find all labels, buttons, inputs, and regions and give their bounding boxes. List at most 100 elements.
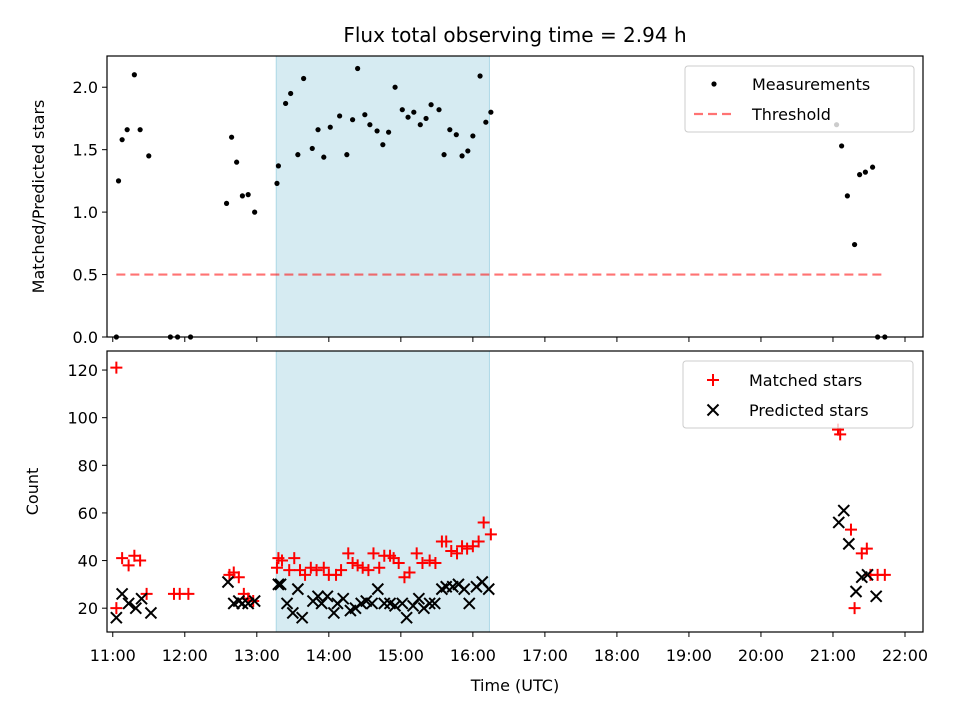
- bottom-ytick-label: 60: [78, 504, 98, 523]
- measurement-point: [321, 154, 327, 160]
- predicted-point: [849, 585, 863, 598]
- measurement-point: [411, 109, 417, 115]
- measurement-point: [483, 119, 489, 125]
- measurement-point: [436, 107, 442, 113]
- measurement-point: [428, 102, 434, 108]
- xtick-label: 14:00: [306, 646, 352, 665]
- measurement-point: [839, 143, 845, 149]
- measurement-point: [337, 113, 343, 119]
- measurement-point: [441, 152, 447, 158]
- matched-point: [335, 564, 348, 577]
- measurement-point: [228, 134, 235, 140]
- measurement-point: [119, 137, 125, 143]
- predicted-point: [327, 606, 341, 620]
- measurement-point: [423, 115, 429, 122]
- predicted-point: [122, 597, 135, 610]
- matched-point: [416, 556, 429, 569]
- measurement-point: [862, 169, 868, 175]
- predicted-point: [248, 594, 261, 608]
- matched-point: [346, 556, 359, 569]
- predicted-point: [482, 582, 495, 596]
- matched-point: [848, 602, 861, 615]
- measurement-point: [447, 127, 453, 133]
- predicted-point: [837, 504, 850, 517]
- measurement-point: [355, 65, 361, 72]
- bottom-ylabel: Count: [23, 468, 42, 516]
- predicted-point: [272, 578, 285, 591]
- top-ytick-label: 0.5: [73, 266, 98, 285]
- measurement-point: [252, 209, 258, 215]
- xtick-label: 18:00: [594, 646, 640, 665]
- xlabel: Time (UTC): [470, 676, 559, 695]
- xtick-label: 11:00: [90, 646, 136, 665]
- top-ytick-label: 1.5: [73, 141, 98, 160]
- predicted-point: [274, 578, 287, 591]
- measurement-point: [301, 75, 307, 82]
- measurement-point: [465, 148, 471, 154]
- predicted-point: [337, 592, 350, 605]
- predicted-point: [396, 597, 409, 610]
- measurement-point: [283, 100, 289, 107]
- measurement-point: [131, 72, 137, 78]
- xtick-label: 16:00: [450, 646, 496, 665]
- predicted-point: [371, 582, 385, 596]
- matched-point: [367, 547, 380, 560]
- matched-point: [342, 547, 355, 560]
- matched-point: [110, 361, 123, 374]
- measurement-point: [380, 142, 386, 148]
- measurement-point: [275, 163, 282, 169]
- top-legend-box: [684, 65, 915, 133]
- matched-point: [860, 542, 873, 555]
- matched-point: [362, 564, 375, 577]
- measurement-point: [124, 127, 130, 133]
- predicted-point: [428, 597, 441, 610]
- legend-predicted-marker: [706, 403, 720, 417]
- matched-point: [440, 535, 453, 548]
- chart-title: Flux total observing time = 2.94 h: [343, 23, 686, 47]
- measurement-point: [349, 117, 356, 123]
- predicted-point: [221, 575, 235, 589]
- legend-predicted-label: Predicted stars: [749, 401, 869, 420]
- predicted-point: [388, 599, 402, 613]
- bottom-series-2: [110, 504, 883, 624]
- measurement-point: [327, 124, 333, 130]
- matched-point: [484, 528, 497, 541]
- predicted-point: [412, 592, 426, 605]
- matched-point: [122, 559, 135, 572]
- xtick-label: 20:00: [738, 646, 784, 665]
- measurement-point: [362, 112, 368, 118]
- measurement-point: [470, 133, 476, 139]
- measurement-point: [392, 84, 398, 90]
- legend-matched-marker: [707, 374, 719, 386]
- measurement-point: [399, 107, 405, 113]
- measurement-point: [405, 114, 411, 120]
- bottom-ytick-label: 120: [67, 361, 98, 380]
- predicted-point: [295, 611, 309, 624]
- predicted-point: [365, 597, 379, 610]
- predicted-point: [458, 582, 471, 596]
- matched-point: [451, 547, 464, 560]
- measurement-point: [453, 132, 459, 138]
- matched-point: [373, 561, 386, 574]
- predicted-point: [110, 611, 123, 624]
- predicted-point: [241, 597, 255, 610]
- xtick-label: 17:00: [522, 646, 568, 665]
- matched-point: [134, 554, 147, 567]
- bottom-legend: Matched stars Predicted stars: [682, 360, 914, 429]
- predicted-point: [286, 606, 300, 620]
- top-panel: 0.0 0.5 1.0 1.5 2.0 Matched/Predicted stars Me…: [29, 55, 924, 347]
- bottom-axes-frame: [106, 350, 924, 633]
- matched-point: [116, 552, 129, 565]
- legend-matched-label: Matched stars: [749, 371, 862, 390]
- bottom-ytick-label: 40: [78, 552, 98, 571]
- legend-measurement-marker: [711, 81, 717, 87]
- predicted-point: [842, 537, 856, 551]
- matched-point: [423, 554, 436, 567]
- measurement-point: [367, 122, 373, 128]
- matched-point: [429, 556, 442, 569]
- matched-point: [317, 561, 330, 574]
- measurement-point: [374, 128, 380, 134]
- predicted-point: [291, 582, 305, 596]
- predicted-point: [832, 516, 845, 529]
